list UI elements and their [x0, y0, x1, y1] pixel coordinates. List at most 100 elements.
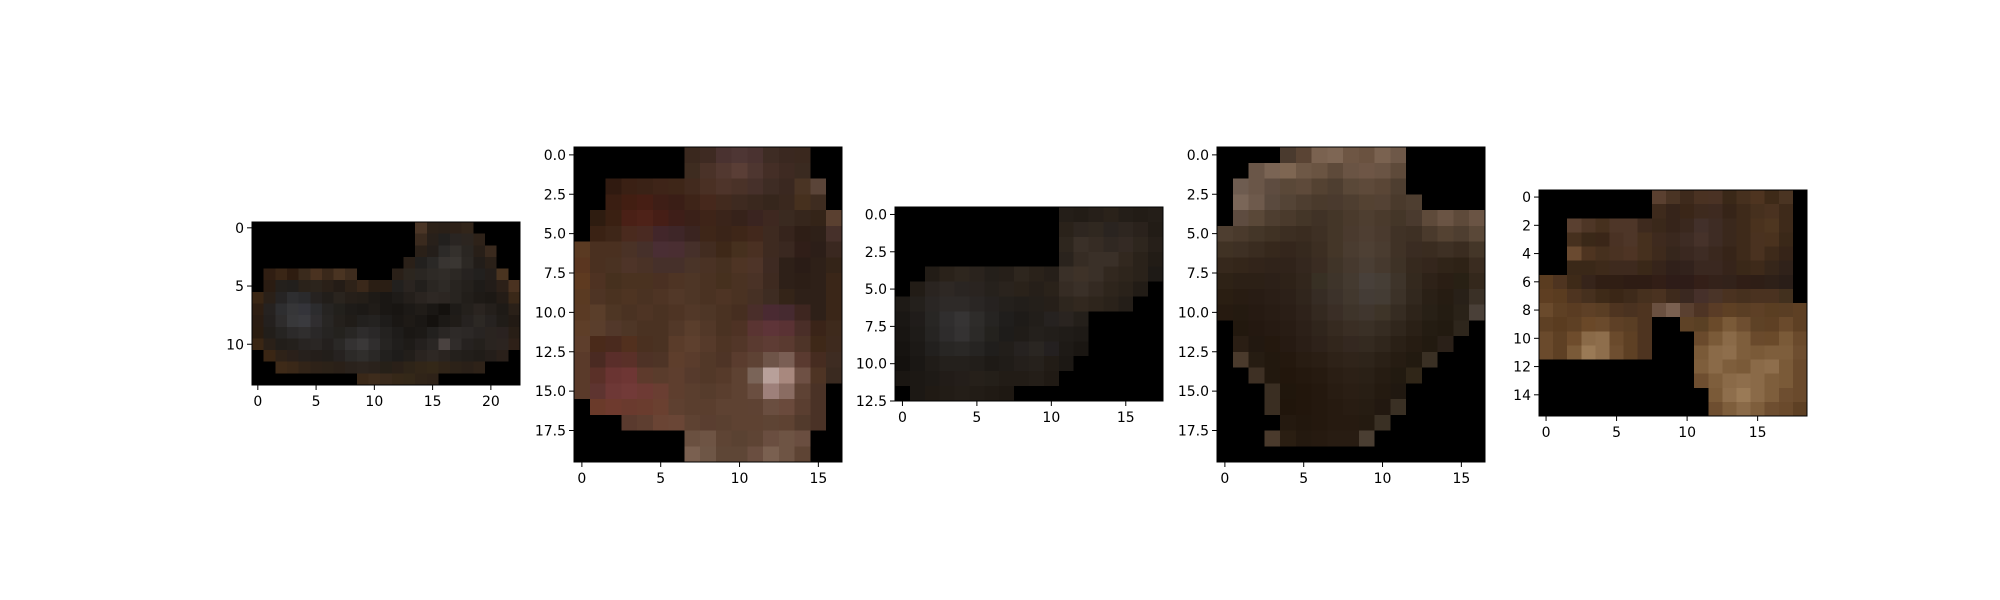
pixel	[984, 207, 1000, 223]
pixel	[1390, 320, 1407, 337]
pixel	[1595, 190, 1611, 205]
pixel	[1453, 320, 1470, 337]
pixel	[1437, 414, 1455, 432]
pixel	[1374, 147, 1392, 164]
pixel	[1680, 274, 1695, 290]
pixel	[508, 303, 521, 316]
pixel	[1609, 232, 1625, 248]
pixel	[1118, 296, 1134, 313]
pixel	[1043, 236, 1060, 253]
pixel	[1437, 351, 1455, 369]
pixel	[1437, 162, 1455, 180]
pixel	[1623, 373, 1639, 389]
pixel	[810, 446, 827, 463]
pixel	[403, 291, 416, 305]
pixel	[473, 373, 486, 386]
pixel	[1295, 383, 1313, 400]
pixel	[652, 399, 670, 416]
pixel	[286, 315, 300, 328]
pixel	[605, 399, 622, 416]
pixel	[684, 414, 701, 432]
pixel	[1421, 430, 1439, 447]
pixel	[1014, 296, 1030, 313]
pixel	[1406, 225, 1423, 243]
pixel	[1581, 218, 1597, 233]
pixel	[1708, 359, 1723, 375]
pixel	[321, 361, 335, 374]
pixel	[252, 361, 265, 374]
y-tick-label: 4	[1522, 247, 1531, 263]
pixel	[1722, 274, 1738, 290]
pixel	[1327, 383, 1344, 400]
pixel	[1311, 367, 1328, 384]
pixel	[450, 256, 463, 270]
pixel	[1453, 414, 1470, 432]
pixel	[1358, 367, 1376, 384]
pixel	[1609, 401, 1625, 417]
pixel	[333, 361, 346, 374]
pixel	[637, 162, 654, 180]
pixel	[1750, 246, 1766, 262]
pixel	[794, 383, 812, 400]
pixel	[1406, 414, 1423, 432]
pixel	[356, 326, 370, 340]
pixel	[1103, 326, 1119, 342]
pixel	[450, 233, 463, 246]
pixel	[508, 361, 521, 374]
pixel	[1651, 401, 1667, 417]
pixel	[1073, 266, 1090, 283]
pixel	[652, 446, 670, 463]
pixel	[810, 257, 827, 274]
pixel	[1406, 147, 1423, 164]
pixel	[473, 245, 486, 258]
pixel	[715, 257, 733, 274]
pixel	[1133, 281, 1149, 298]
pixel	[895, 356, 911, 372]
pixel	[1311, 383, 1328, 400]
pixel	[1014, 266, 1030, 283]
pixel	[1637, 345, 1653, 361]
pixel	[298, 350, 311, 363]
x-tick-label: 15	[1452, 471, 1470, 487]
pixel	[286, 303, 300, 316]
pixel	[574, 210, 591, 227]
pixel	[1232, 225, 1250, 243]
pixel	[1103, 221, 1119, 238]
pixel	[1217, 273, 1234, 290]
pixel	[1133, 251, 1149, 268]
pixel	[403, 315, 416, 328]
pixel	[1058, 326, 1075, 342]
pixel	[1118, 311, 1134, 327]
y-tick-label: 8	[1522, 303, 1531, 319]
pixel	[652, 288, 670, 306]
pixel	[1232, 430, 1250, 447]
pixel	[794, 351, 812, 369]
pixel	[1722, 373, 1738, 389]
pixel	[310, 373, 323, 386]
pixel	[763, 178, 780, 195]
pixel	[1637, 331, 1653, 346]
pixel	[1327, 304, 1344, 321]
pixel	[810, 162, 827, 180]
pixel	[438, 233, 451, 246]
pixel	[298, 280, 311, 293]
pixel	[1014, 236, 1030, 253]
pixel	[1722, 387, 1738, 403]
pixel	[1148, 266, 1164, 283]
pixel	[652, 367, 670, 384]
pixel	[1750, 204, 1766, 219]
pixel	[747, 430, 764, 447]
pixel	[496, 361, 509, 374]
pixel	[924, 326, 941, 342]
pixel	[485, 315, 498, 328]
pixel	[1073, 296, 1090, 313]
pixel	[1778, 204, 1794, 219]
pixel	[999, 371, 1015, 387]
pixel	[621, 336, 638, 353]
pixel	[939, 326, 956, 342]
pixel	[1722, 288, 1738, 304]
pixel	[1088, 311, 1105, 327]
y-tick-label: 5.0	[1187, 227, 1209, 243]
pixel	[668, 446, 685, 463]
